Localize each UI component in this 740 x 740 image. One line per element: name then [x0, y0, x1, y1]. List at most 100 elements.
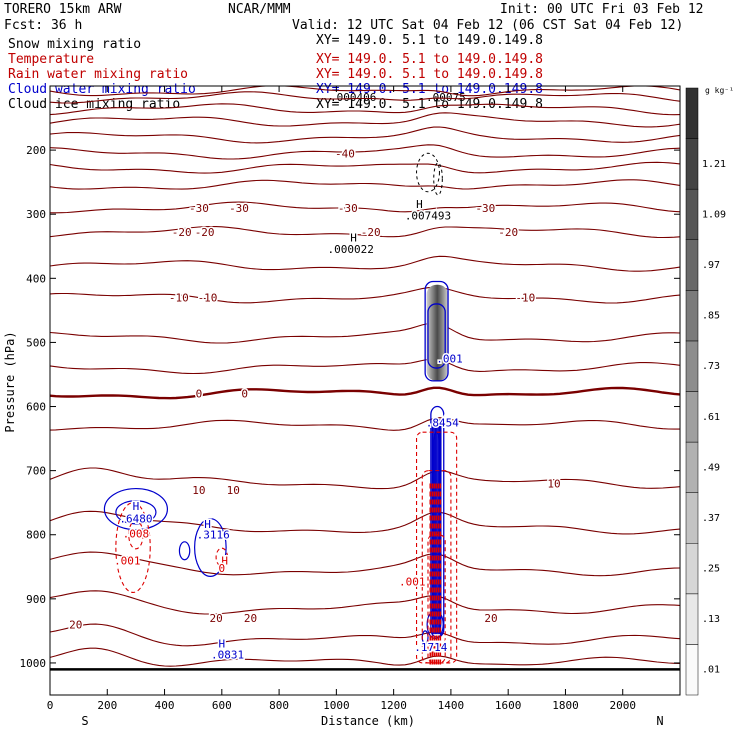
temperature-label-16: 10	[547, 477, 560, 490]
y-tick-label-1: 300	[26, 208, 46, 221]
cloud-water-blob-0	[103, 487, 169, 531]
colorbar-label-5: .61	[702, 412, 720, 423]
plot-frame	[49, 85, 681, 696]
valid-time: Valid: 12 UTC Sat 04 Feb 12 (06 CST Sat …	[292, 18, 683, 33]
temperature-label-8: -20	[498, 226, 518, 239]
extremum-label-17: .0831	[211, 649, 244, 662]
x-tick-label-5: 1000	[323, 699, 350, 712]
cloud-water-blob-1	[115, 500, 157, 525]
extremum-label-14: .001	[399, 576, 426, 589]
forecast-hour: Fcst: 36 h	[4, 18, 82, 33]
rain-blob-1	[128, 520, 144, 550]
colorbar-label-7: .85	[702, 311, 720, 322]
isotherm--5-13	[50, 358, 680, 375]
extremum-label-1: .007493	[405, 209, 451, 222]
south-label: S	[81, 714, 88, 728]
isotherm-25-21	[50, 647, 680, 667]
cloud-water-contour-0	[424, 280, 449, 382]
extremum-label-10: H	[204, 518, 211, 531]
legend-xy-snow: XY= 149.0. 5.1 to 149.0.149.8	[316, 33, 543, 48]
cloud-water-blob-5	[426, 609, 444, 640]
isotherm--5-12	[50, 322, 680, 344]
rain-contour-1	[421, 470, 452, 664]
cloud-ice-contour-2	[433, 162, 443, 196]
colorbar-bin-0	[685, 644, 699, 696]
y-tick-label-2: 400	[26, 272, 46, 285]
cloud-water-contour-1	[427, 303, 446, 369]
temperature-label-5: -20	[172, 226, 192, 239]
temperature-label-12: 0	[196, 388, 203, 401]
x-tick-label-7: 1400	[438, 699, 465, 712]
isotherm--20-9	[50, 226, 680, 239]
extremum-label-3: .000022	[328, 243, 374, 256]
axes: 0 200 400 600 800 1000 1200 1400 1600 1800 2000200…	[20, 86, 680, 712]
legend-xy-1: XY= 149.0. 5.1 to 149.0.149.8	[316, 52, 543, 67]
temperature-label-9: -10	[169, 292, 189, 305]
colorbar-label-8: .97	[702, 260, 720, 271]
temperature-label-2: -30	[229, 202, 249, 215]
y-tick-label-6: 800	[26, 529, 46, 542]
isotherm-15-18	[50, 551, 680, 577]
isotherm--30-7	[50, 179, 680, 190]
x-tick-label-3: 600	[212, 699, 232, 712]
isotherm-5-15	[50, 417, 680, 431]
temperature-label-4: -30	[475, 202, 495, 215]
y-tick-label-7: 900	[26, 593, 46, 606]
isotherm--45-4	[50, 126, 680, 144]
extremum-label-0: H	[416, 198, 423, 211]
isotherm--60-0	[50, 86, 680, 97]
colorbar-bin-4	[685, 441, 699, 493]
isotherm--25-8	[50, 201, 680, 214]
colorbar-label-4: .49	[702, 462, 720, 473]
extremum-label-13: 0	[219, 562, 226, 575]
overlap-label-0: .000406	[330, 91, 376, 104]
isotherm--10-11	[50, 286, 680, 304]
init-time: Init: 00 UTC Fri 03 Feb 12	[500, 2, 704, 17]
extremum-label-9: .001	[114, 554, 141, 567]
colorbar-bin-5	[685, 391, 699, 443]
extremum-label-7: .6480	[119, 513, 152, 526]
isotherm-20-19	[50, 590, 680, 615]
legend-field-1: Temperature	[8, 52, 94, 67]
snow-shading	[426, 284, 449, 381]
isotherm--15-10	[50, 255, 680, 272]
rain-contour-0	[415, 431, 458, 664]
temperature-label-3: -30	[338, 202, 358, 215]
colorbar-bin-6	[685, 340, 699, 392]
colorbar-bin-10	[685, 138, 699, 190]
y-tick-label-5: 700	[26, 465, 46, 478]
x-tick-label-10: 2000	[609, 699, 636, 712]
isotherm-20-20	[50, 623, 680, 647]
colorbar-bin-11	[685, 87, 699, 139]
org-label: NCAR/MMM	[228, 2, 291, 17]
y-tick-label-4: 600	[26, 401, 46, 414]
temperature-label-7: -20	[361, 226, 381, 239]
extremum-label-6: H	[133, 500, 140, 513]
y-axis-title: Pressure (hPa)	[3, 331, 17, 432]
legend-field-0: Snow mixing ratio	[8, 37, 141, 52]
isotherm--40-5	[50, 144, 680, 160]
contour-labels: -40-30 -30 -30 -30-20 -20 -20 -20-10 -10 -100 010…	[68, 146, 562, 663]
colorbar-unit: g kg⁻¹	[705, 86, 734, 95]
isotherm--50-3	[50, 112, 680, 128]
x-tick-label-8: 1600	[495, 699, 522, 712]
colorbar-label-6: .73	[702, 361, 720, 372]
temperature-label-19: 20	[244, 612, 257, 625]
rain-blob-2	[215, 547, 229, 567]
isotherm--35-6	[50, 161, 680, 174]
x-tick-label-0: 0	[47, 699, 54, 712]
rain-blob-0	[115, 502, 151, 593]
legend-field-3: Cloud water mixing ratio	[8, 82, 196, 97]
temperature-label-17: 20	[69, 618, 82, 631]
temperature-label-6: -20	[195, 226, 215, 239]
colorbar-label-10: 1.21	[702, 159, 726, 170]
plot-area	[50, 86, 680, 671]
isotherm-10-17	[50, 510, 680, 535]
temperature-label-18: 20	[209, 612, 222, 625]
legend-field-2: Rain water mixing ratio	[8, 67, 188, 82]
legend-xy-4: XY= 149.0. 5.1 to 149.0.149.8	[316, 97, 543, 112]
colorbar-bin-3	[685, 492, 699, 544]
temperature-label-10: -10	[198, 292, 218, 305]
extremum-label-12: H	[221, 554, 228, 567]
